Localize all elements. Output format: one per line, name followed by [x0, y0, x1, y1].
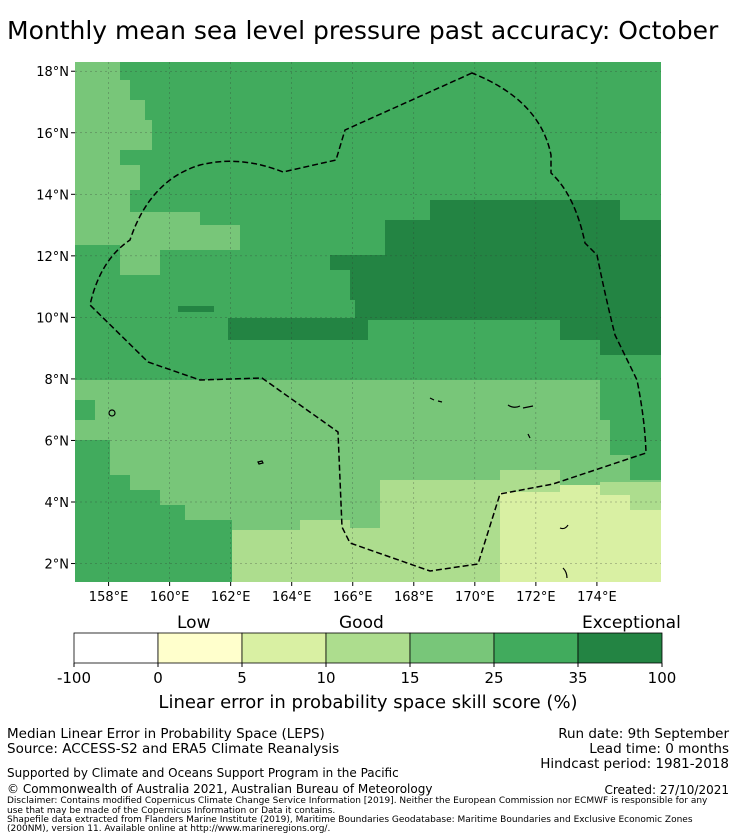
disclaimer-line-2: use that may be made of the Copernicus I… [7, 806, 336, 816]
colorbar-tick-label: 15 [400, 669, 419, 687]
colorbar-title: Linear error in probability space skill … [158, 692, 578, 713]
colorbar-segment [157, 632, 243, 664]
lat-tick-label: 6°N [45, 434, 70, 449]
lon-tick-label: 160°E [150, 590, 190, 605]
skill-region [500, 485, 661, 582]
colorbar: -100 0 5 10 15 25 35 100 [57, 632, 677, 687]
shapefile-line-2: (200NM), version 11. Available online at… [7, 824, 331, 834]
lat-tick-label: 16°N [36, 127, 69, 142]
eez-boundary [89, 72, 647, 572]
colorbar-tick-label: 10 [316, 669, 335, 687]
skill-region [600, 380, 661, 480]
skill-field [75, 62, 661, 582]
lon-tick-label: 168°E [394, 590, 434, 605]
lon-tick-label: 162°E [211, 590, 251, 605]
skill-region [178, 306, 214, 312]
skill-region [330, 200, 661, 355]
lat-tick-label: 10°N [36, 311, 69, 326]
lon-tick-label: 170°E [455, 590, 495, 605]
page-title: Monthly mean sea level pressure past acc… [7, 16, 719, 45]
skill-region [75, 62, 240, 275]
colorbar-tick-label: 5 [237, 669, 247, 687]
skill-region [75, 400, 232, 582]
lon-tick-label: 172°E [516, 590, 556, 605]
info-copyright: © Commonwealth of Australia 2021, Austra… [7, 782, 433, 796]
disclaimer-line-1: Disclaimer: Contains modified Copernicus… [7, 796, 708, 806]
colorbar-tick-label: 0 [153, 669, 163, 687]
colorbar-tick-label: 25 [484, 669, 503, 687]
lat-tick-label: 8°N [45, 373, 70, 388]
lat-tick-label: 14°N [36, 188, 69, 203]
legend-label-exceptional: Exceptional [582, 613, 681, 633]
island-outlines [108, 397, 569, 579]
colorbar-tick-label: 35 [568, 669, 587, 687]
shapefile-line-1: Shapefile data extracted from Flanders M… [7, 815, 693, 825]
legend-label-good: Good [339, 613, 384, 633]
info-created: Created: 27/10/2021 [604, 783, 729, 797]
colorbar-segment [409, 632, 495, 664]
info-hindcast: Hindcast period: 1981-2018 [540, 756, 729, 772]
colorbar-segment [493, 632, 579, 664]
lon-tick-label: 166°E [333, 590, 373, 605]
skill-region [228, 318, 368, 340]
lon-tick-label: 158°E [89, 590, 129, 605]
colorbar-segment [325, 632, 411, 664]
lat-tick-label: 12°N [36, 250, 69, 265]
colorbar-tick-label: 100 [648, 669, 677, 687]
colorbar-segment [73, 632, 159, 664]
lon-tick-label: 174°E [577, 590, 617, 605]
info-method: Median Linear Error in Probability Space… [7, 726, 325, 742]
info-run-date: Run date: 9th September [558, 726, 729, 742]
info-support: Supported by Climate and Oceans Support … [7, 766, 399, 780]
map-axes: 158°E 160°E 162°E 164°E 166°E 168°E 170°E 172°E… [36, 65, 616, 605]
legend-label-low: Low [177, 613, 211, 633]
info-source: Source: ACCESS-S2 and ERA5 Climate Reana… [7, 741, 340, 757]
lat-tick-label: 2°N [45, 558, 70, 573]
lon-tick-label: 164°E [272, 590, 312, 605]
colorbar-segment [241, 632, 327, 664]
info-lead-time: Lead time: 0 months [589, 741, 729, 757]
lat-tick-label: 18°N [36, 65, 69, 80]
graticule [75, 62, 661, 582]
colorbar-segment [577, 632, 663, 664]
lat-tick-label: 4°N [45, 496, 70, 511]
colorbar-tick-label: -100 [57, 669, 91, 687]
